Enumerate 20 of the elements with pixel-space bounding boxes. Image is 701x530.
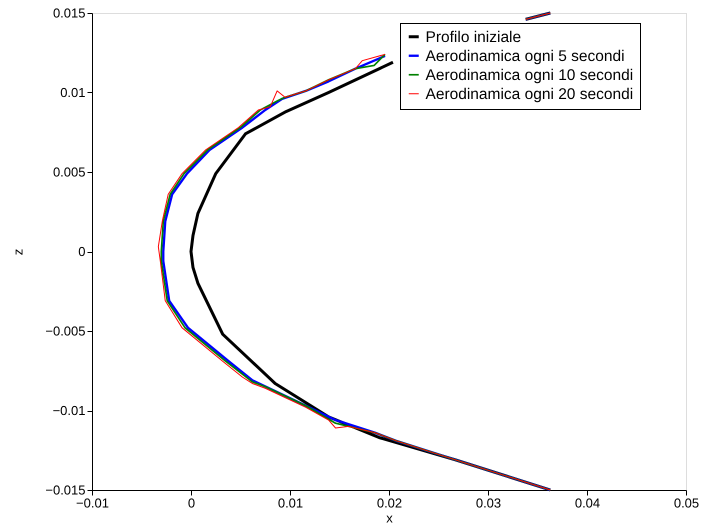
y-tick-label: 0.015 <box>52 6 86 20</box>
y-axis-title: z <box>10 248 26 256</box>
legend-label: Aerodinamica ogni 20 secondi <box>426 86 634 103</box>
x-tick-label: 0.04 <box>574 496 600 510</box>
y-tick-label: 0.005 <box>52 164 86 180</box>
y-tick-label: 0 <box>78 244 86 259</box>
x-tick-label: 0.03 <box>476 496 502 510</box>
legend-label: Aerodinamica ogni 5 secondi <box>426 48 625 65</box>
y-tick-label: 0.01 <box>60 85 86 100</box>
x-tick-label: −0.01 <box>76 496 109 510</box>
x-tick-label: 0.02 <box>376 496 402 510</box>
x-tick-label: 0 <box>188 496 196 510</box>
y-tick-label: −0.005 <box>45 324 86 338</box>
x-axis-title: x <box>386 510 394 526</box>
x-tick-label: 0.05 <box>674 496 700 510</box>
legend-label: Profilo iniziale <box>426 28 522 46</box>
x-tick-label: 0.01 <box>278 496 304 510</box>
legend-label: Aerodinamica ogni 10 secondi <box>426 66 634 84</box>
y-tick-label: −0.01 <box>52 403 86 418</box>
y-tick-label: −0.015 <box>45 482 86 498</box>
